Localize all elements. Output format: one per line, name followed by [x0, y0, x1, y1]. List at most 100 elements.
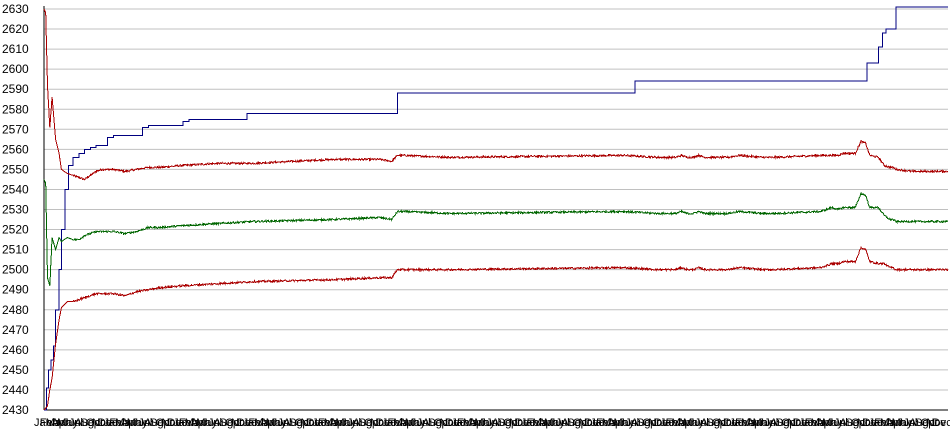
x-tick-label: Jan [590, 417, 608, 429]
x-tick-label: Apr [469, 417, 486, 429]
x-tick-label: Dec [654, 417, 674, 429]
x-tick-label: Feb [318, 417, 337, 429]
x-tick-label: Feb [109, 417, 128, 429]
x-tick-label: Feb [596, 417, 615, 429]
y-tick-label: 2590 [2, 82, 29, 96]
x-tick-label: Aug [839, 417, 859, 429]
x-tick-label: Oct [921, 417, 938, 429]
x-tick-label: May [474, 417, 495, 429]
x-tick-label: Jun [897, 417, 915, 429]
x-tick-label: Apr [608, 417, 625, 429]
x-tick-label: Jun [689, 417, 707, 429]
x-tick-label: Feb [457, 417, 476, 429]
x-tick-label: Nov [92, 417, 112, 429]
x-tick-label: Aug [909, 417, 929, 429]
x-tick-label: Dec [585, 417, 605, 429]
x-tick-label: Sep [776, 417, 796, 429]
x-tick-label: Jan [104, 417, 122, 429]
y-tick-label: 2490 [2, 283, 29, 297]
y-tick-label: 2520 [2, 223, 29, 237]
x-tick-label: Sep [289, 417, 309, 429]
x-tick-label: Nov [301, 417, 321, 429]
x-tick-label: May [196, 417, 217, 429]
x-tick-label: Oct [712, 417, 729, 429]
y-axis: 2430 2440 2450 2460 2470 2480 2490 2500 2510 2520… [2, 2, 45, 417]
y-tick-label: 2580 [2, 102, 29, 116]
x-tick-label: Aug [75, 417, 95, 429]
x-tick-label: Sep [637, 417, 657, 429]
y-tick-label: 2480 [2, 303, 29, 317]
x-tick-label: Apr [538, 417, 555, 429]
x-tick-label: Jan [34, 417, 52, 429]
x-tick-label: Dec [376, 417, 396, 429]
x-tick-label: May [335, 417, 356, 429]
x-tick-label: Apr [816, 417, 833, 429]
x-tick-label: Aug [700, 417, 720, 429]
series-lines [43, 6, 949, 411]
x-tick-label: Apr [677, 417, 694, 429]
x-tick-label: Oct [295, 417, 312, 429]
x-tick-label: Mar [115, 417, 134, 429]
x-tick-label: May [892, 417, 913, 429]
x-tick-label: Jun [63, 417, 81, 429]
x-tick-label: Jun [550, 417, 568, 429]
x-tick-label: Sep [359, 417, 379, 429]
x-tick-label: Nov [440, 417, 460, 429]
x-tick-label: Feb [248, 417, 267, 429]
y-tick-label: 2450 [2, 363, 29, 377]
x-tick-label: Jul [138, 417, 152, 429]
x-tick-label: Apr [260, 417, 277, 429]
x-tick-label: Jul [903, 417, 917, 429]
x-tick-label: Jan [312, 417, 330, 429]
x-tick-label: May [127, 417, 148, 429]
y-tick-label: 2610 [2, 42, 29, 56]
x-tick-label: Jan [382, 417, 400, 429]
x-tick-label: Aug [631, 417, 651, 429]
x-tick-label: Jun [619, 417, 637, 429]
x-tick-label: Oct [434, 417, 451, 429]
x-tick-label: Nov [370, 417, 390, 429]
y-tick-label: 2540 [2, 182, 29, 196]
y-tick-label: 2530 [2, 203, 29, 217]
series-line-1 [44, 6, 948, 411]
x-tick-label: May [57, 417, 78, 429]
x-tick-label: Dec [793, 417, 813, 429]
x-tick-label: Feb [527, 417, 546, 429]
y-tick-label: 2600 [2, 62, 29, 76]
x-tick-label: Dec [237, 417, 257, 429]
x-tick-label: Apr [121, 417, 138, 429]
y-tick-label: 2470 [2, 323, 29, 337]
x-tick-label: Mar [254, 417, 273, 429]
y-tick-label: 2510 [2, 243, 29, 257]
x-tick-label: Apr [330, 417, 347, 429]
x-tick-label: Apr [747, 417, 764, 429]
x-tick-label: May [753, 417, 774, 429]
x-tick-label: Oct [851, 417, 868, 429]
x-tick-label: Oct [364, 417, 381, 429]
x-tick-label: Mar [324, 417, 343, 429]
x-tick-label: Jun [758, 417, 776, 429]
x-tick-label: Sep [567, 417, 587, 429]
x-tick-label: Oct [86, 417, 103, 429]
x-tick-label: Nov [161, 417, 181, 429]
x-tick-label: Mar [811, 417, 830, 429]
x-tick-label: Mar [602, 417, 621, 429]
x-tick-label: Jan [799, 417, 817, 429]
x-tick-label: Jul [834, 417, 848, 429]
y-tick-label: 2560 [2, 142, 29, 156]
x-tick-label: May [405, 417, 426, 429]
x-tick-label: Jan [660, 417, 678, 429]
x-tick-label: Oct [642, 417, 659, 429]
x-tick-label: Aug [353, 417, 373, 429]
x-tick-label: Oct [503, 417, 520, 429]
x-tick-label: Oct [156, 417, 173, 429]
x-tick-label: Aug [144, 417, 164, 429]
x-tick-label: Mar [463, 417, 482, 429]
x-tick-label: Jan [173, 417, 191, 429]
x-tick-label: Jun [202, 417, 220, 429]
x-tick-label: Dec [167, 417, 187, 429]
x-tick-label: Jul [764, 417, 778, 429]
x-axis: JanFebMarAprMayJunJulAugSepOctNovDecJanF… [34, 409, 950, 429]
x-tick-label: May [266, 417, 287, 429]
